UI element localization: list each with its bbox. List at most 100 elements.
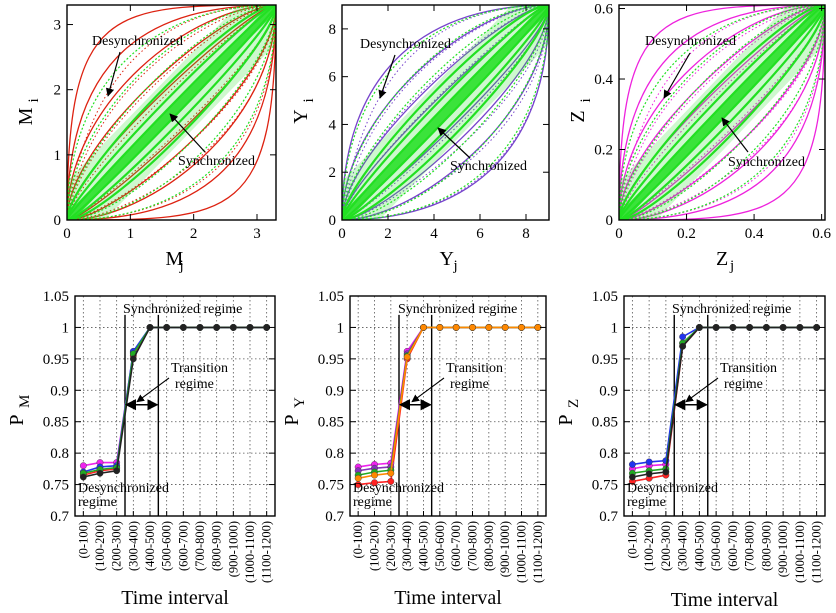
series-line-s5: [358, 326, 538, 480]
sync-curve: [342, 5, 549, 220]
y-tick-label: 0.2: [594, 143, 613, 159]
y-tick-label: 3: [54, 18, 62, 34]
sync-curve: [67, 5, 276, 220]
y-axis-label: Y: [290, 109, 312, 123]
sync-curve: [619, 5, 825, 220]
ticks: 0 0.2 0.4 0.6 0 0.2 0.4 0.6: [594, 2, 831, 242]
arrow-synchronized: [169, 113, 206, 153]
x-tick-label: (1000-1100): [515, 521, 529, 583]
series-line-s2: [358, 326, 538, 468]
plot-area: [67, 5, 276, 220]
y-axis-label-group: PM: [6, 395, 33, 426]
y-tick-label: 0.8: [325, 446, 344, 462]
x-tick-label: 1: [127, 226, 135, 242]
desync-curve-lower: [67, 5, 276, 220]
x-tick-label: (800-900): [482, 521, 496, 571]
x-tick-label: 0.2: [677, 226, 696, 242]
y-axis-label-group: Zi: [567, 98, 594, 122]
annotation-transition: Transition: [720, 361, 777, 376]
y-tick-label: 0.95: [318, 352, 344, 368]
annotation-transition-regime: regime: [724, 377, 763, 392]
y-tick-label: 6: [329, 70, 337, 86]
x-tick-label: 2: [190, 226, 198, 242]
data-point-s5: [501, 324, 509, 331]
data-point-s5: [371, 471, 378, 479]
dotted-curve: [67, 5, 276, 220]
arrow-synchronized: [437, 127, 471, 159]
sync-curve: [619, 5, 825, 220]
y-tick-label: 0.7: [599, 509, 618, 525]
x-tick-label: (500-600): [433, 521, 447, 571]
axes-frame: [74, 295, 276, 517]
data-point-s5: [229, 324, 237, 331]
y-tick-label: 0: [54, 213, 62, 229]
transition-pointer-arrow: [136, 377, 170, 403]
desynchronized-curves: [67, 5, 276, 220]
x-tick-label: (500-600): [709, 521, 723, 571]
x-axis-label: M: [166, 248, 184, 270]
data-point-s5: [146, 324, 154, 331]
y-tick-label: 1: [62, 320, 70, 336]
series-line-s5: [632, 326, 817, 478]
data-point-s5: [679, 342, 687, 350]
series: [354, 324, 542, 488]
series: [628, 324, 821, 485]
x-tick-label: (400-500): [417, 521, 431, 571]
x-tick-label: 0: [615, 226, 623, 242]
panel-phase-z: 0 0.2 0.4 0.600.20.40.6Z jZiDesynchronizedSy…: [567, 2, 831, 274]
x-tick-label: (200-300): [659, 521, 673, 571]
desync-curve-lower: [67, 5, 276, 220]
annotation-transition-regime: regime: [450, 377, 489, 392]
data-point-s5: [796, 324, 804, 331]
y-axis-label-subscript: i: [26, 98, 42, 102]
data-point-s5: [179, 324, 187, 331]
plot-area: [342, 5, 549, 220]
plot-area: [619, 5, 825, 220]
x-tick-label: (700-800): [466, 521, 480, 571]
y-axis-label-subscript: M: [17, 395, 33, 408]
desync-curve-upper: [619, 5, 825, 220]
ticks: 0.7 0.75 0.8 0.85 0.9 0.95 1 1.05 (0-100) (100-20…: [318, 289, 546, 583]
annotation-desynchronized: Desynchronized: [353, 481, 444, 496]
x-tick-label: (700-800): [193, 521, 207, 571]
arrow-desynchronized: [663, 52, 691, 99]
sync-curve: [67, 5, 276, 220]
data-point-s5: [779, 324, 787, 331]
data-point-s1: [387, 478, 395, 485]
desync-curve-upper: [342, 5, 549, 220]
x-axis-label: Time interval: [394, 587, 502, 609]
dotted-curve: [67, 5, 276, 220]
x-axis-label-subscript: j: [729, 258, 734, 274]
transition-pointer-arrow: [411, 377, 445, 403]
y-tick-label: 0.9: [599, 383, 618, 399]
data-point-s5: [129, 355, 137, 363]
x-tick-label: (900-1000): [776, 521, 790, 577]
series-line-s2: [632, 326, 817, 470]
x-tick-label: 0: [63, 226, 71, 242]
x-tick-label: (800-900): [210, 521, 224, 571]
data-point-s5: [263, 324, 271, 331]
annotation-synchronized: Synchronized: [450, 159, 527, 174]
annotation-desynchronized-regime: regime: [353, 495, 392, 510]
data-point-s5: [113, 467, 121, 475]
desync-curve-upper: [67, 5, 276, 220]
sync-curve: [342, 5, 549, 220]
y-axis-label-group: Yi: [290, 98, 317, 123]
dotted-curve: [67, 5, 276, 220]
sync-curve: [619, 5, 825, 220]
sync-core: [67, 5, 276, 220]
grid: [75, 295, 275, 517]
y-tick-label: 0.75: [592, 478, 618, 494]
sync-curve: [342, 5, 549, 220]
x-tick-label: 0.4: [745, 226, 764, 242]
data-point-s5: [628, 473, 636, 481]
annotation-transition-regime: regime: [175, 377, 214, 392]
sync-curve: [342, 5, 549, 220]
data-point-s5: [729, 324, 737, 331]
y-tick-label: 0.4: [594, 72, 613, 88]
x-axis-label-subscript: j: [453, 258, 458, 274]
sync-curve: [67, 5, 276, 220]
data-point-s5: [246, 324, 254, 331]
x-tick-label: (700-800): [743, 521, 757, 571]
panel-prob-z: 0.7 0.75 0.8 0.85 0.9 0.95 1 1.05 (0-100) (100-20…: [555, 289, 826, 611]
